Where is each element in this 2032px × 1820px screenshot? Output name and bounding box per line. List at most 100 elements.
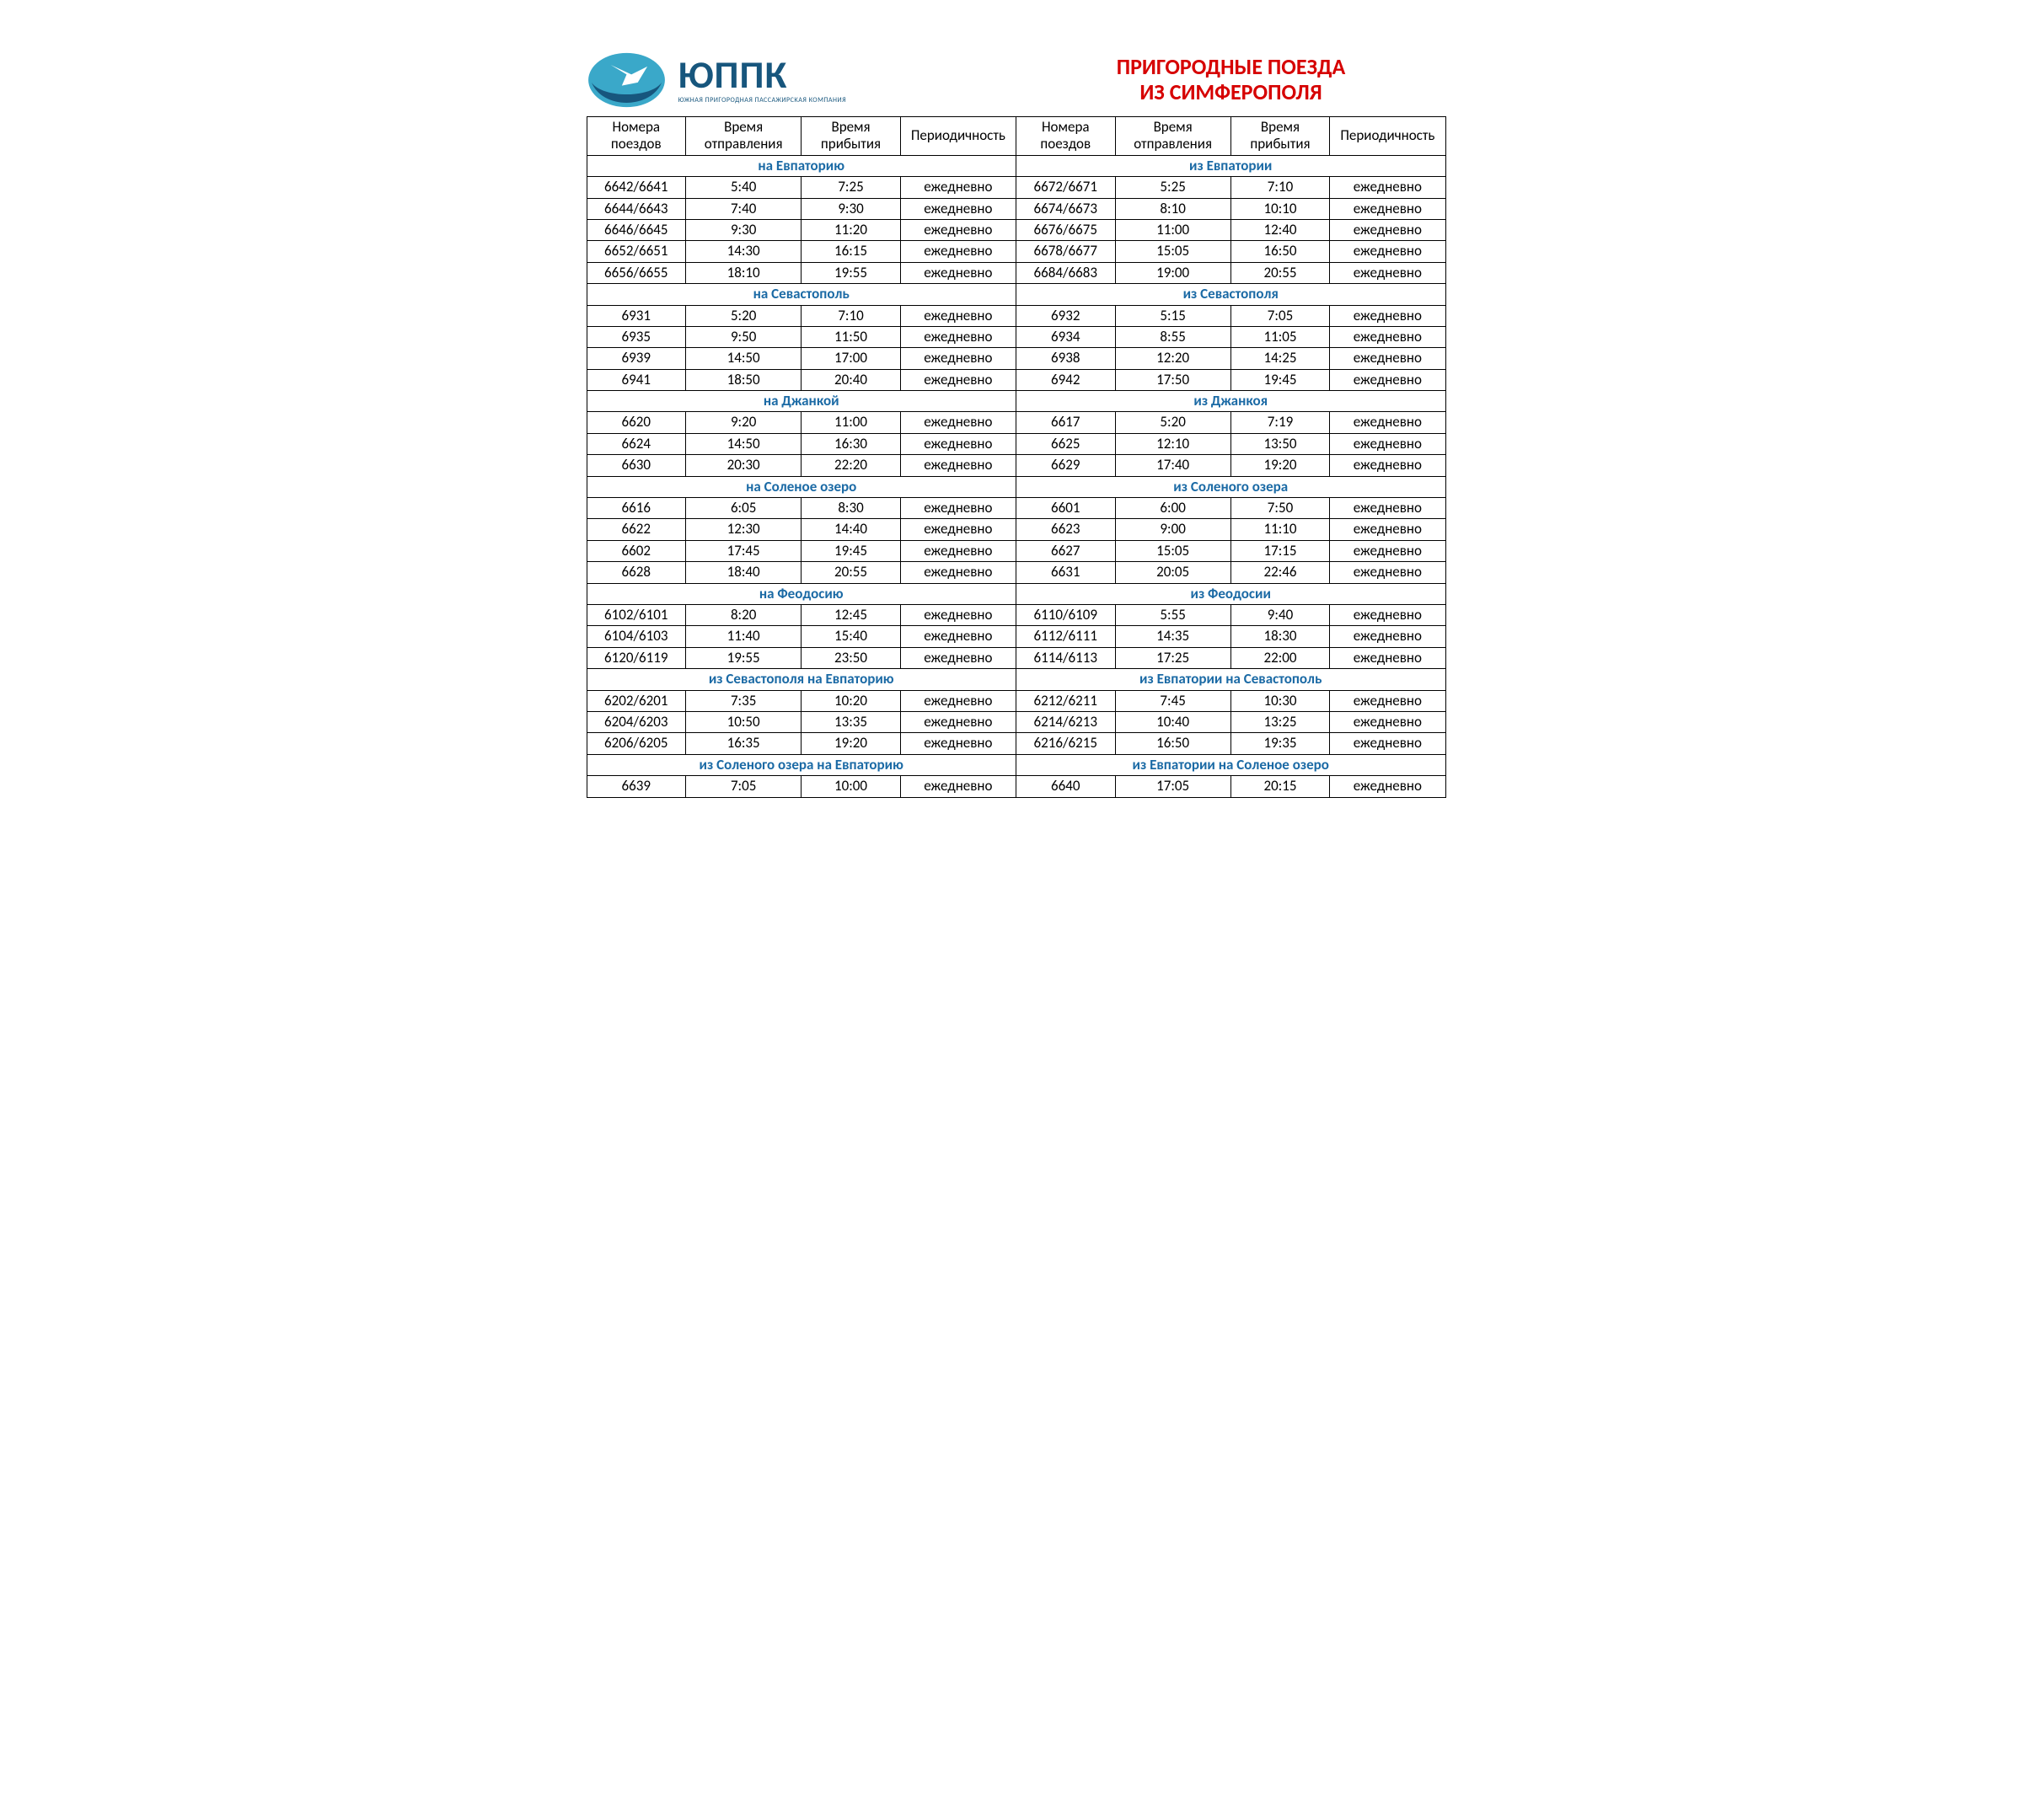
table-row: 66397:0510:00ежедневно664017:0520:15ежед…: [587, 776, 1445, 797]
cell: 20:55: [1230, 262, 1330, 283]
cell: 7:35: [686, 690, 802, 711]
logo-main: ЮППК: [678, 56, 847, 94]
cell: ежедневно: [1330, 540, 1445, 561]
cell: 17:00: [802, 348, 901, 369]
cell: 6646/6645: [587, 219, 686, 240]
cell: 5:20: [1115, 412, 1230, 433]
section-left: из Соленого озера на Евпаторию: [587, 754, 1016, 775]
cell: 6104/6103: [587, 626, 686, 647]
title-line1: ПРИГОРОДНЫЕ ПОЕЗДА: [1016, 55, 1446, 80]
cell: 6622: [587, 519, 686, 540]
page: ЮППК ЮЖНАЯ ПРИГОРОДНАЯ ПАССАЖИРСКАЯ КОМП…: [553, 0, 1480, 832]
section-left: на Джанкой: [587, 391, 1016, 412]
cell: 6102/6101: [587, 604, 686, 625]
cell: 9:30: [802, 198, 901, 219]
cell: ежедневно: [900, 305, 1016, 326]
cell: 14:50: [686, 348, 802, 369]
cell: 13:35: [802, 711, 901, 732]
cell: ежедневно: [900, 412, 1016, 433]
cell: 11:20: [802, 219, 901, 240]
cell: ежедневно: [900, 433, 1016, 454]
cell: 8:10: [1115, 198, 1230, 219]
cell: 19:55: [686, 647, 802, 668]
schedule-table: Номерапоездов Времяотправления Времяприб…: [587, 116, 1446, 798]
table-head: Номерапоездов Времяотправления Времяприб…: [587, 117, 1445, 156]
cell: 19:45: [1230, 369, 1330, 390]
table-row: 6656/665518:1019:55ежедневно6684/668319:…: [587, 262, 1445, 283]
section-right: из Соленого озера: [1016, 476, 1445, 497]
cell: 9:30: [686, 219, 802, 240]
cell: ежедневно: [1330, 241, 1445, 262]
cell: 6624: [587, 433, 686, 454]
th-per-l: Периодичность: [900, 117, 1016, 156]
cell: 5:25: [1115, 177, 1230, 198]
cell: 16:30: [802, 433, 901, 454]
cell: ежедневно: [1330, 348, 1445, 369]
table-row: 69359:5011:50ежедневно69348:5511:05ежедн…: [587, 326, 1445, 347]
section-left: из Севастополя на Евпаторию: [587, 669, 1016, 690]
cell: 23:50: [802, 647, 901, 668]
cell: 6601: [1016, 498, 1115, 519]
cell: 6939: [587, 348, 686, 369]
section-row: из Соленого озера на Евпаториюиз Евпатор…: [587, 754, 1445, 775]
cell: ежедневно: [900, 369, 1016, 390]
cell: 6931: [587, 305, 686, 326]
cell: 5:55: [1115, 604, 1230, 625]
table-row: 6642/66415:407:25ежедневно6672/66715:257…: [587, 177, 1445, 198]
logo-icon: [587, 51, 667, 110]
cell: 6629: [1016, 455, 1115, 476]
table-row: 662212:3014:40ежедневно66239:0011:10ежед…: [587, 519, 1445, 540]
cell: 16:15: [802, 241, 901, 262]
cell: ежедневно: [900, 711, 1016, 732]
cell: ежедневно: [900, 519, 1016, 540]
cell: ежедневно: [900, 540, 1016, 561]
cell: 17:50: [1115, 369, 1230, 390]
cell: 20:15: [1230, 776, 1330, 797]
cell: 11:50: [802, 326, 901, 347]
section-row: на Джанкойиз Джанкоя: [587, 391, 1445, 412]
table-row: 6206/620516:3519:20ежедневно6216/621516:…: [587, 733, 1445, 754]
title-block: ПРИГОРОДНЫЕ ПОЕЗДА ИЗ СИМФЕРОПОЛЯ: [1016, 55, 1446, 105]
cell: ежедневно: [1330, 177, 1445, 198]
th-num-l: Номерапоездов: [587, 117, 686, 156]
cell: 6617: [1016, 412, 1115, 433]
cell: 5:15: [1115, 305, 1230, 326]
cell: 9:40: [1230, 604, 1330, 625]
cell: 6214/6213: [1016, 711, 1115, 732]
section-row: на Соленое озероиз Соленого озера: [587, 476, 1445, 497]
cell: 7:10: [802, 305, 901, 326]
header-row: ЮППК ЮЖНАЯ ПРИГОРОДНАЯ ПАССАЖИРСКАЯ КОМП…: [587, 51, 1446, 110]
cell: 7:05: [1230, 305, 1330, 326]
cell: 10:00: [802, 776, 901, 797]
cell: ежедневно: [900, 562, 1016, 583]
cell: 6625: [1016, 433, 1115, 454]
cell: 6628: [587, 562, 686, 583]
cell: ежедневно: [900, 326, 1016, 347]
table-row: 662414:5016:30ежедневно662512:1013:50еже…: [587, 433, 1445, 454]
cell: 22:46: [1230, 562, 1330, 583]
table-row: 663020:3022:20ежедневно662917:4019:20еже…: [587, 455, 1445, 476]
cell: ежедневно: [1330, 219, 1445, 240]
cell: 12:20: [1115, 348, 1230, 369]
cell: 11:10: [1230, 519, 1330, 540]
cell: 17:15: [1230, 540, 1330, 561]
cell: 16:50: [1230, 241, 1330, 262]
section-row: из Севастополя на Евпаториюиз Евпатории …: [587, 669, 1445, 690]
cell: 18:50: [686, 369, 802, 390]
table-row: 6120/611919:5523:50ежедневно6114/611317:…: [587, 647, 1445, 668]
table-row: 6104/610311:4015:40ежедневно6112/611114:…: [587, 626, 1445, 647]
cell: ежедневно: [900, 776, 1016, 797]
cell: 17:45: [686, 540, 802, 561]
table-row: 69315:207:10ежедневно69325:157:05ежеднев…: [587, 305, 1445, 326]
section-right: из Евпатории: [1016, 155, 1445, 176]
cell: 11:00: [1115, 219, 1230, 240]
cell: 6620: [587, 412, 686, 433]
table-row: 6204/620310:5013:35ежедневно6214/621310:…: [587, 711, 1445, 732]
th-dep-l: Времяотправления: [686, 117, 802, 156]
cell: ежедневно: [1330, 733, 1445, 754]
cell: 7:40: [686, 198, 802, 219]
cell: 6932: [1016, 305, 1115, 326]
cell: 18:40: [686, 562, 802, 583]
cell: ежедневно: [1330, 433, 1445, 454]
cell: 13:25: [1230, 711, 1330, 732]
